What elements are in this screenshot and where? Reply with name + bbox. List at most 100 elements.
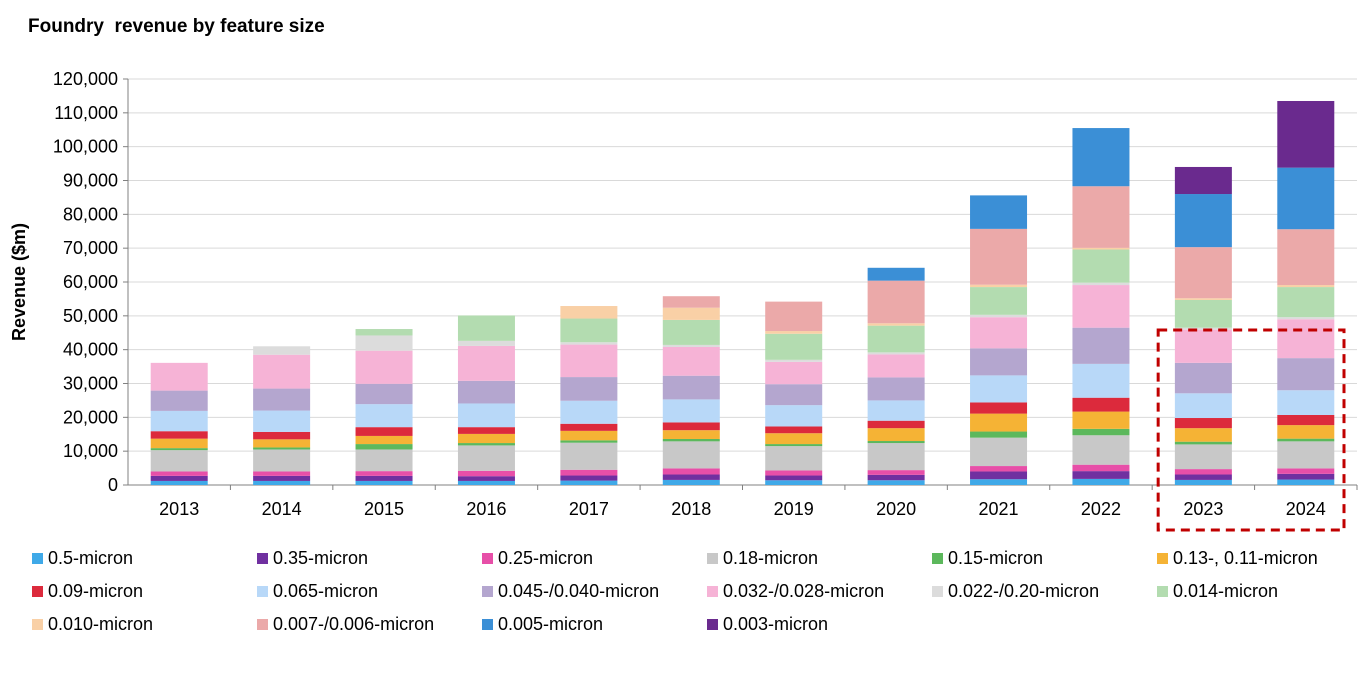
legend-swatch — [1157, 586, 1168, 597]
bar-segment — [867, 352, 925, 355]
bar-segment — [1277, 438, 1335, 442]
legend-label: 0.35-micron — [273, 548, 369, 568]
bar-segment — [560, 442, 618, 470]
bar-segment — [765, 433, 823, 445]
bar-segment — [1072, 411, 1130, 429]
stacked-bar-chart: 0 10,000 20,000 30,000 40,000 50,000 60,000 70,… — [9, 69, 1358, 532]
legend-swatch — [257, 586, 268, 597]
bar-segment — [457, 315, 515, 341]
bar-segment — [253, 471, 311, 476]
bar-segment — [765, 361, 823, 385]
legend-swatch — [707, 553, 718, 564]
bar-segment — [970, 348, 1028, 376]
bar-segment — [765, 384, 823, 406]
bar-segment — [253, 480, 311, 485]
bar-segment — [150, 471, 208, 476]
bar-segment — [150, 475, 208, 481]
bar-segment — [662, 474, 720, 480]
bar-segment — [1072, 247, 1130, 250]
legend-label: 0.022-/0.20-micron — [948, 581, 1100, 601]
bar-segment — [1277, 100, 1335, 168]
bar-segment — [560, 344, 618, 378]
bar-segment — [355, 471, 413, 476]
legend-swatch — [482, 619, 493, 630]
bar-segment — [457, 480, 515, 485]
legend-swatch — [257, 553, 268, 564]
bar-segment — [867, 280, 925, 324]
bar-segment — [457, 433, 515, 444]
bar-segment — [457, 345, 515, 381]
legend-swatch — [707, 586, 718, 597]
bar-segment — [662, 479, 720, 485]
legend-label: 0.032-/0.028-micron — [723, 581, 885, 601]
bar-segment — [970, 228, 1028, 285]
bar-segment — [1277, 473, 1335, 480]
bar-segment — [970, 437, 1028, 467]
bar-segment — [560, 475, 618, 481]
legend-label: 0.065-micron — [273, 581, 379, 601]
bar-segment — [867, 420, 925, 429]
bar-segment — [1277, 441, 1335, 469]
bar-segment — [867, 323, 925, 326]
y-tick-label: 20,000 — [63, 407, 118, 427]
bar-segment — [970, 402, 1028, 414]
bar-segment — [457, 380, 515, 404]
y-tick-label: 10,000 — [63, 441, 118, 461]
y-axis-title: Revenue ($m) — [9, 223, 29, 341]
bar-segment — [867, 480, 925, 485]
bar-segment — [560, 342, 618, 345]
bar-segment — [1277, 167, 1335, 230]
bar-segment — [1072, 327, 1130, 364]
bar-segment — [867, 428, 925, 442]
y-tick-label: 60,000 — [63, 272, 118, 292]
legend-swatch — [1157, 553, 1168, 564]
legend-label: 0.09-micron — [48, 581, 144, 601]
x-tick-label: 2022 — [1081, 499, 1121, 519]
bar-segment — [970, 431, 1028, 438]
bar-segment — [150, 448, 208, 451]
bar-segment — [560, 306, 618, 319]
bar-segment — [253, 354, 311, 389]
bar-segment — [662, 430, 720, 439]
bar-segment — [457, 445, 515, 471]
bar-segment — [355, 449, 413, 472]
bar-segment — [970, 479, 1028, 485]
bar-segment — [765, 444, 823, 447]
bar-segment — [457, 476, 515, 481]
bar-segment — [1174, 393, 1232, 419]
bar-segment — [1277, 425, 1335, 439]
bar-segment — [662, 468, 720, 475]
bar-segment — [355, 435, 413, 445]
bar-segment — [560, 318, 618, 343]
x-tick-label: 2020 — [876, 499, 916, 519]
bar-segment — [867, 443, 925, 471]
bar-segment — [662, 346, 720, 376]
bar-segment — [1072, 282, 1130, 286]
bar-segment — [970, 375, 1028, 403]
bar-segment — [560, 423, 618, 431]
bar-segment — [1277, 468, 1335, 474]
bar-segment — [1174, 166, 1232, 195]
bar-segment — [150, 390, 208, 411]
legend-label: 0.005-micron — [498, 614, 604, 634]
bar-segment — [1072, 478, 1130, 485]
bar-segment — [253, 410, 311, 432]
bar-segment — [1072, 249, 1130, 283]
chart-title: Foundry revenue by feature size — [28, 16, 325, 37]
bar-segment — [765, 359, 823, 362]
bar-segment — [1174, 298, 1232, 300]
x-tick-label: 2021 — [979, 499, 1019, 519]
bar-segment — [560, 480, 618, 485]
bar-segment — [355, 329, 413, 336]
legend-label: 0.014-micron — [1173, 581, 1279, 601]
bar-segment — [1174, 469, 1232, 475]
x-tick-label: 2019 — [774, 499, 814, 519]
bar-segment — [765, 475, 823, 481]
highlight-box — [1156, 328, 1346, 532]
bar-segment — [457, 403, 515, 428]
legend-swatch — [707, 619, 718, 630]
legend-label: 0.13-, 0.11-micron — [1173, 548, 1318, 568]
bar-segment — [867, 441, 925, 444]
bar-segment — [765, 333, 823, 360]
bar-segment — [560, 377, 618, 401]
